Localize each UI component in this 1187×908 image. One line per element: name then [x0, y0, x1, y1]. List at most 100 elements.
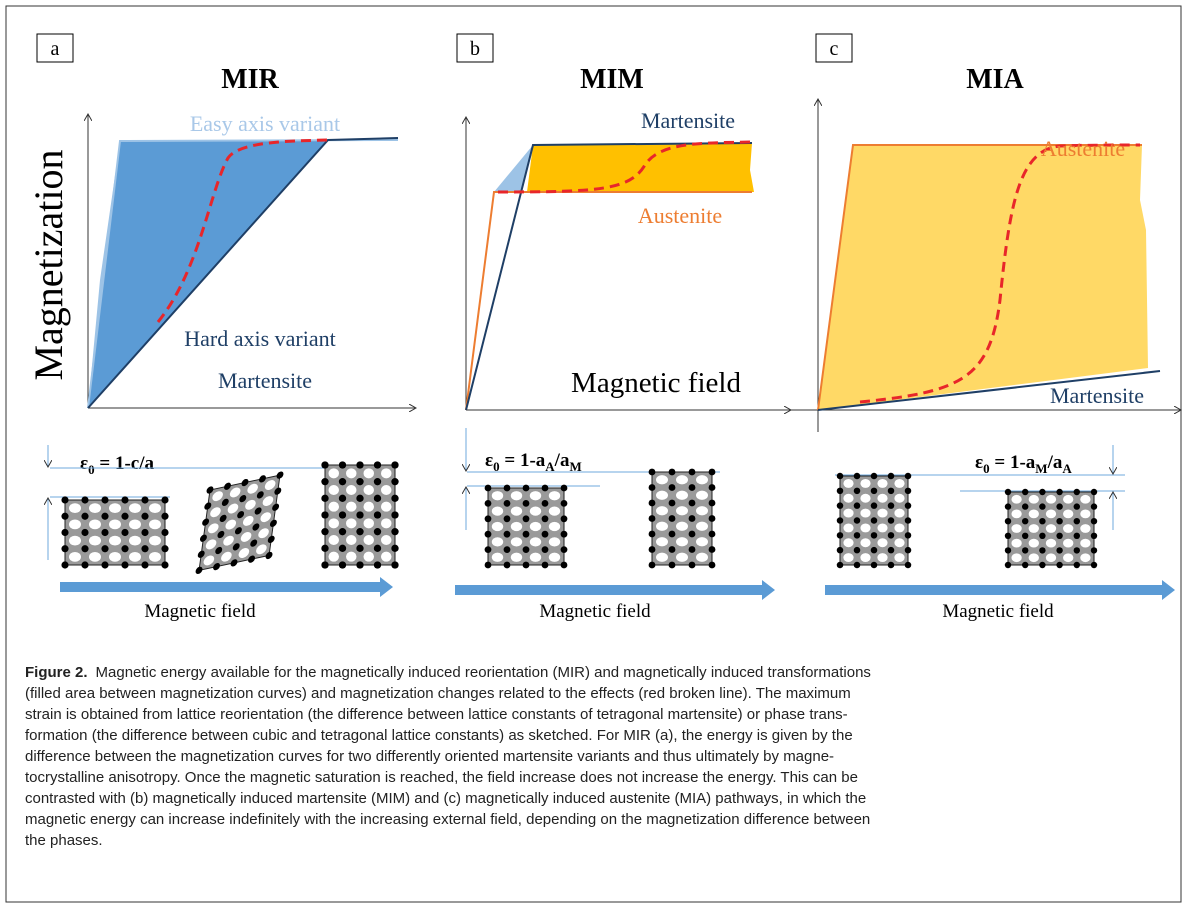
lattice-hole: [549, 537, 560, 546]
energy-area: [527, 143, 754, 192]
atom: [504, 515, 511, 522]
atom: [1074, 533, 1080, 539]
subscript: M: [1035, 461, 1047, 476]
atom: [1074, 562, 1080, 568]
atom: [837, 488, 844, 495]
atom: [374, 461, 381, 468]
lattice-hole: [877, 494, 887, 503]
curve-label: Austenite: [1041, 136, 1125, 161]
atom: [1039, 547, 1045, 553]
lattice-hole: [696, 506, 708, 515]
formula-text: = 1-a: [990, 452, 1036, 473]
atom: [356, 561, 363, 568]
curve-label: Martensite: [218, 368, 312, 393]
panel-label: b: [470, 38, 480, 60]
lattice-hole: [109, 536, 121, 546]
lattice-hole: [89, 552, 101, 562]
atom: [649, 546, 656, 553]
lattice-hole: [381, 485, 392, 495]
lattice-hole: [1080, 495, 1090, 504]
lattice-hole: [530, 537, 541, 546]
lattice-hole: [676, 537, 688, 546]
lattice-hole: [69, 520, 81, 530]
lattice-hole: [656, 537, 668, 546]
atom: [121, 513, 128, 520]
atom: [101, 529, 108, 536]
lattice-hole: [676, 506, 688, 515]
lattice: [321, 461, 398, 568]
caption-line: Magnetic energy available for the magnet…: [96, 664, 871, 681]
atom: [339, 545, 346, 552]
atom: [669, 531, 676, 538]
atom: [195, 566, 203, 575]
lattice-hole: [696, 553, 708, 562]
lattice-hole: [860, 523, 870, 532]
atom: [321, 528, 328, 535]
atom: [669, 515, 676, 522]
atom: [905, 473, 912, 480]
lattice-hole: [676, 522, 688, 531]
caption-line: formation (the difference between cubic …: [25, 727, 853, 744]
caption-line: difference between the magnetization cur…: [25, 748, 834, 765]
lattice: [485, 485, 568, 569]
lattice-hole: [149, 520, 161, 530]
lattice-hole: [511, 537, 522, 546]
atom: [709, 484, 716, 491]
atom: [837, 532, 844, 539]
atom: [871, 547, 878, 554]
atom: [871, 532, 878, 539]
y-axis-label: Magnetization: [26, 149, 71, 380]
atom: [542, 500, 549, 507]
lattice-hole: [1063, 539, 1073, 548]
symbol: ε: [80, 453, 88, 474]
panel-title: MIR: [221, 64, 279, 95]
atom: [523, 531, 530, 538]
lattice-hole: [69, 552, 81, 562]
atom: [871, 562, 878, 569]
atom: [1022, 533, 1028, 539]
atom: [81, 529, 88, 536]
panel-title: MIA: [966, 64, 1024, 95]
lattice-hole: [656, 553, 668, 562]
formula-text: = 1-c/a: [95, 453, 155, 474]
lattice-hole: [381, 468, 392, 478]
atom: [81, 496, 88, 503]
atom: [888, 547, 895, 554]
atom: [1074, 503, 1080, 509]
lattice-hole: [129, 536, 141, 546]
lattice-hole: [1029, 510, 1039, 519]
atom: [391, 461, 398, 468]
lattice-hole: [1063, 495, 1073, 504]
atom: [905, 488, 912, 495]
atom: [161, 496, 168, 503]
lattice-hole: [530, 522, 541, 531]
atom: [485, 500, 492, 507]
atom: [871, 473, 878, 480]
lattice-hole: [364, 518, 375, 528]
atom: [561, 485, 568, 492]
curve-label: Austenite: [638, 203, 722, 228]
symbol: ε: [975, 452, 983, 473]
lattice-hole: [1011, 524, 1021, 533]
caption-label: Figure 2.: [25, 664, 88, 681]
lattice-cell: [652, 472, 712, 565]
lattice-hole: [530, 553, 541, 562]
atom: [837, 562, 844, 569]
lattice-hole: [656, 506, 668, 515]
atom: [888, 562, 895, 569]
atom: [504, 500, 511, 507]
lattice-hole: [1046, 495, 1056, 504]
lattice: [837, 473, 912, 569]
curve-label: Martensite: [1050, 383, 1144, 408]
atom: [854, 532, 861, 539]
lattice-hole: [129, 503, 141, 513]
atom: [689, 484, 696, 491]
atom: [61, 496, 68, 503]
atom: [1056, 533, 1062, 539]
lattice-hole: [1080, 539, 1090, 548]
atom: [1022, 503, 1028, 509]
lattice-hole: [492, 491, 503, 500]
lattice-hole: [89, 536, 101, 546]
lattice-hole: [1080, 510, 1090, 519]
atom: [561, 562, 568, 569]
